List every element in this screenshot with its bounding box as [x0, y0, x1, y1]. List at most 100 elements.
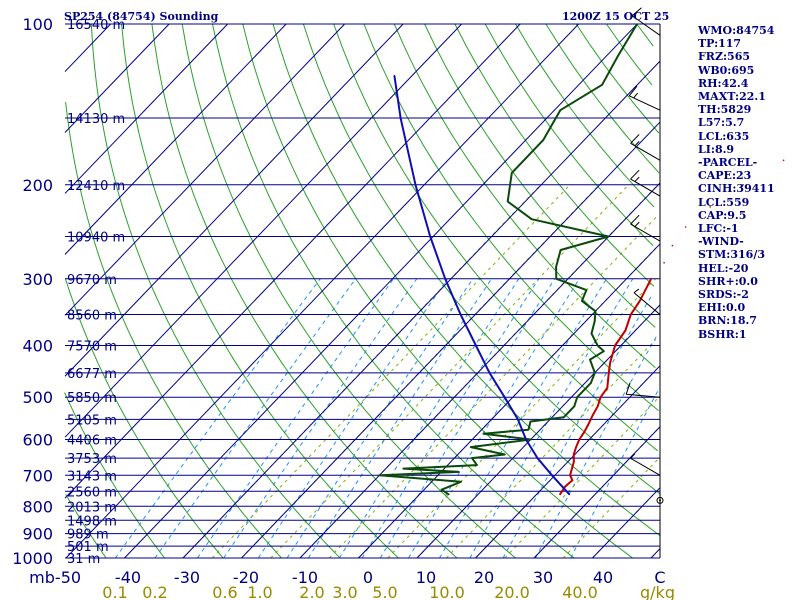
- height-label: 5105 m: [67, 413, 117, 428]
- dewpoint-point: [601, 84, 603, 86]
- mixing-ratio-line: [535, 333, 659, 559]
- wind-barb: [630, 214, 661, 242]
- dewpoint-point: [590, 382, 592, 384]
- dewpoint-point: [590, 332, 593, 335]
- isotherm: [650, 548, 661, 559]
- parcel-point: [459, 313, 462, 316]
- dewpoint-point: [585, 289, 588, 291]
- dewpoint-point: [573, 405, 576, 408]
- temperature-point: [709, 206, 711, 208]
- dewpoint-point: [603, 350, 605, 353]
- height-label: 12410 m: [67, 179, 125, 194]
- dewpoint-point: [576, 396, 578, 399]
- dry-adiabat: [606, 23, 653, 86]
- isotherm: [241, 121, 661, 559]
- parcel-point: [551, 474, 553, 477]
- wind-barbs: [625, 7, 664, 504]
- index-line: LCL:635: [698, 129, 750, 143]
- pressure-tick-label: 600: [22, 431, 53, 450]
- dewpoint-point: [482, 432, 485, 435]
- dewpoint-point: [555, 278, 558, 280]
- temperature-point: [572, 453, 575, 456]
- isotherm: [64, 23, 112, 72]
- index-line: TP:117: [698, 37, 742, 51]
- moist-adiabat: [328, 216, 657, 559]
- dewpoint-point: [378, 474, 381, 477]
- parcel-point: [429, 235, 432, 238]
- dewpoint-point: [596, 344, 599, 347]
- dry-adiabat: [515, 23, 655, 208]
- height-label: 7570 m: [67, 340, 117, 355]
- temperature-tick-label: 40: [593, 568, 613, 587]
- wind-barb: [630, 134, 661, 161]
- index-line: -PARCEL-: [698, 156, 758, 170]
- dry-adiabat: [181, 23, 516, 559]
- height-label: 16540 m: [67, 18, 125, 33]
- temperature-point: [573, 460, 575, 463]
- parcel-point: [414, 184, 417, 186]
- dewpoint-point: [470, 446, 472, 448]
- indices-panel: WMO:84754 TP:117 FRZ:565 WB0:695 RH:42.4 MAXT…: [698, 24, 775, 341]
- temperature-point: [588, 422, 590, 425]
- wind-barb: [625, 382, 661, 398]
- wind-barb: [630, 453, 661, 476]
- dewpoint-point: [594, 310, 597, 313]
- height-label: 14130 m: [67, 112, 125, 127]
- temperature-point: [663, 262, 665, 264]
- index-line: L57:5.7: [698, 116, 745, 130]
- dewpoint-point: [581, 300, 583, 302]
- isotherm: [64, 23, 229, 194]
- index-line: TH:5829: [698, 103, 752, 117]
- height-label: 989 m: [67, 528, 109, 543]
- parcel-point: [475, 344, 477, 347]
- height-label: 31 m: [67, 552, 100, 567]
- mixing-ratio-line: [338, 278, 520, 559]
- index-line: HEL:-20: [698, 261, 749, 275]
- mixing-ratio-tick-label: 0.6: [212, 583, 237, 600]
- mixing-ratio-tick-label: 3.0: [332, 583, 357, 600]
- temperature-point: [578, 438, 581, 441]
- isobars: [65, 23, 661, 559]
- isotherm: [64, 23, 404, 377]
- dewpoint-point: [471, 457, 473, 459]
- index-line: -WIND-: [698, 235, 744, 249]
- parcel-point: [503, 396, 506, 399]
- parcel-point: [399, 117, 402, 119]
- wind-barb: [631, 7, 661, 36]
- height-label: 3143 m: [67, 469, 117, 484]
- dewpoint-point: [555, 266, 557, 268]
- isotherm: [64, 23, 521, 499]
- temperature-point: [684, 226, 687, 228]
- index-line: STM:316/3: [698, 248, 765, 262]
- dewpoint-point: [511, 172, 513, 174]
- dry-adiabat: [484, 23, 654, 246]
- temperature-point: [630, 313, 632, 316]
- temperature-point: [559, 493, 561, 496]
- temperature-point: [571, 479, 574, 482]
- temperature-point: [742, 184, 744, 186]
- mixing-ratio-line: [307, 278, 493, 559]
- temperature-point: [592, 414, 594, 416]
- pressure-tick-label: 800: [22, 497, 53, 516]
- dry-adiabat: [363, 23, 659, 412]
- dry-adiabat: [424, 23, 656, 328]
- parcel-point: [568, 493, 571, 496]
- dewpoint-point: [559, 249, 562, 251]
- dry-adiabat: [272, 23, 661, 537]
- isotherm: [64, 23, 346, 316]
- parcel-line: [393, 75, 571, 496]
- mixing-ratio-tick-label: 40.0: [562, 583, 598, 600]
- pressure-tick-label: 200: [22, 176, 53, 195]
- temperature-tick-label: C: [654, 568, 665, 587]
- temperature-line: [559, 278, 652, 495]
- dewpoint-point: [616, 55, 619, 58]
- wind-barb: [656, 496, 664, 504]
- dry-adiabat: [545, 23, 660, 174]
- dewpoint-point: [542, 139, 544, 141]
- dry-adiabat: [64, 392, 165, 559]
- temperature-point: [650, 278, 652, 280]
- index-line: WMO:84754: [698, 24, 775, 37]
- wind-barb: [628, 85, 661, 111]
- dry-adiabat: [65, 101, 282, 559]
